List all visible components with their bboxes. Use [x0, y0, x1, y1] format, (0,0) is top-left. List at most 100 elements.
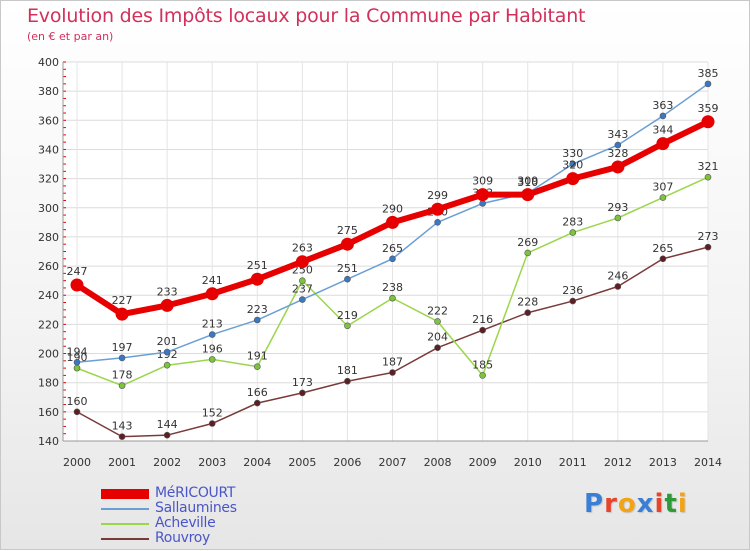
logo-letter: t: [664, 489, 678, 519]
x-tick-label: 2009: [469, 456, 497, 469]
data-point-1: [118, 354, 126, 362]
data-label-3: 273: [698, 230, 719, 243]
x-tick-label: 2002: [153, 456, 181, 469]
data-label-1: 310: [517, 176, 538, 189]
data-label-2: 196: [202, 342, 223, 355]
y-tick-label: 380: [38, 85, 59, 98]
legend-swatch: [101, 507, 149, 510]
data-point-1: [163, 348, 171, 356]
data-point-1: [253, 316, 261, 324]
data-label-3: 166: [247, 386, 268, 399]
data-label-3: 160: [67, 395, 88, 408]
data-point-2: [299, 277, 306, 284]
data-point-2: [659, 194, 667, 201]
data-point-0: [205, 287, 219, 301]
data-label-3: 246: [607, 269, 628, 282]
data-point-2: [208, 356, 216, 363]
data-point-1: [479, 200, 486, 207]
data-label-0: 309: [472, 175, 493, 188]
data-point-3: [118, 433, 126, 440]
data-point-0: [160, 298, 174, 312]
data-point-1: [704, 80, 712, 88]
data-label-0: 290: [382, 202, 403, 215]
data-point-3: [524, 309, 532, 317]
y-tick-label: 200: [38, 348, 59, 361]
legend-swatch: [101, 488, 149, 499]
y-tick-label: 320: [38, 173, 59, 186]
legend-label: Acheville: [155, 515, 216, 531]
x-tick-label: 2014: [694, 456, 722, 469]
data-label-3: 173: [292, 376, 313, 389]
y-tick-label: 300: [38, 202, 59, 215]
data-point-3: [253, 399, 261, 407]
data-label-2: 238: [382, 281, 403, 294]
data-label-0: 320: [562, 159, 583, 172]
logo-letter: i: [677, 489, 688, 519]
data-label-0: 359: [698, 102, 719, 115]
data-point-2: [524, 249, 532, 257]
y-tick-label: 340: [38, 143, 59, 156]
legend-item: MéRICOURT: [101, 486, 237, 501]
y-tick-label: 280: [38, 231, 59, 244]
legend-item: Rouvroy: [101, 531, 237, 546]
plot-area: [63, 62, 708, 441]
data-label-0: 309: [517, 175, 538, 188]
data-label-2: 283: [562, 216, 583, 229]
data-label-1: 265: [382, 242, 403, 255]
data-label-2: 178: [112, 369, 133, 382]
logo-letter: i: [654, 489, 665, 519]
data-point-2: [704, 173, 712, 181]
y-tick-label: 160: [38, 406, 59, 419]
data-point-3: [659, 255, 667, 263]
data-point-1: [344, 275, 351, 283]
data-point-2: [163, 361, 171, 369]
data-point-2: [73, 364, 81, 372]
data-label-1: 223: [247, 303, 268, 316]
data-label-2: 219: [337, 309, 358, 322]
data-label-2: 191: [247, 350, 268, 363]
data-label-3: 144: [157, 418, 178, 431]
data-label-0: 241: [202, 274, 223, 287]
data-point-1: [389, 255, 396, 263]
data-point-0: [340, 237, 354, 251]
logo-letter: o: [617, 489, 637, 519]
data-label-0: 227: [112, 294, 133, 307]
legend-item: Acheville: [101, 516, 237, 531]
legend-label: Rouvroy: [155, 530, 211, 546]
data-point-0: [386, 215, 399, 229]
x-tick-label: 2012: [604, 456, 632, 469]
chart-title: Evolution des Impôts locaux pour la Comm…: [27, 5, 586, 27]
y-tick-label: 240: [38, 289, 59, 302]
y-tick-label: 140: [38, 435, 59, 448]
data-point-3: [73, 408, 81, 416]
y-tick-label: 360: [38, 114, 59, 127]
data-label-0: 263: [292, 242, 313, 255]
data-point-0: [70, 278, 84, 292]
data-label-1: 343: [607, 128, 628, 141]
data-label-0: 233: [157, 285, 178, 298]
x-tick-label: 2000: [63, 456, 91, 469]
data-label-1: 251: [337, 262, 358, 275]
data-label-1: 330: [562, 147, 583, 160]
data-label-0: 344: [652, 124, 673, 137]
data-point-0: [521, 188, 535, 202]
data-point-0: [701, 115, 715, 129]
y-tick-label: 180: [38, 377, 59, 390]
x-tick-label: 2004: [243, 456, 271, 469]
legend-label: Sallaumines: [155, 500, 237, 516]
logo-letter: x: [636, 489, 655, 519]
data-point-0: [295, 255, 309, 269]
y-tick-label: 400: [38, 56, 59, 69]
logo-letter: r: [604, 489, 618, 519]
data-label-3: 236: [562, 284, 583, 297]
data-label-3: 187: [382, 355, 403, 368]
data-point-3: [434, 344, 441, 352]
legend-label: MéRICOURT: [155, 485, 236, 501]
data-point-2: [253, 363, 261, 370]
data-point-0: [656, 137, 670, 151]
data-point-3: [569, 297, 577, 305]
data-point-3: [208, 420, 216, 427]
x-tick-label: 2008: [424, 456, 452, 469]
data-point-1: [614, 141, 622, 149]
